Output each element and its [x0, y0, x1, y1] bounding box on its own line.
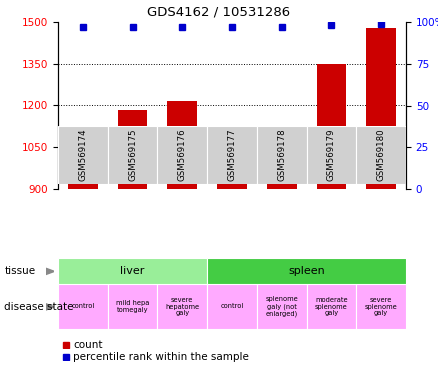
Bar [167, 101, 197, 384]
Text: disease state: disease state [4, 301, 74, 311]
Text: severe
hepatome
galy: severe hepatome galy [165, 296, 199, 316]
Text: GSM569180: GSM569180 [377, 129, 385, 181]
Bar [207, 284, 257, 329]
Text: count: count [73, 340, 103, 350]
Text: control: control [220, 303, 244, 310]
Bar [366, 28, 396, 384]
Text: liver: liver [120, 266, 145, 276]
Bar [118, 110, 148, 384]
Bar [108, 126, 157, 184]
Text: percentile rank within the sample: percentile rank within the sample [73, 352, 249, 362]
Text: severe
splenome
galy: severe splenome galy [365, 296, 398, 316]
Text: GDS4162 / 10531286: GDS4162 / 10531286 [148, 5, 290, 18]
Bar [307, 126, 356, 184]
Text: GSM569179: GSM569179 [327, 129, 336, 181]
Bar [207, 258, 406, 284]
Text: GSM569176: GSM569176 [178, 129, 187, 181]
Bar [257, 284, 307, 329]
Text: tissue: tissue [4, 266, 35, 276]
Bar [157, 284, 207, 329]
Bar [356, 284, 406, 329]
Bar [356, 126, 406, 184]
Bar [58, 284, 108, 329]
Text: GSM569177: GSM569177 [227, 129, 237, 181]
Text: GSM569174: GSM569174 [78, 129, 87, 181]
Text: spleen: spleen [288, 266, 325, 276]
Bar [317, 64, 346, 384]
Bar [207, 126, 257, 184]
Text: control: control [71, 303, 95, 310]
Polygon shape [46, 304, 54, 310]
Polygon shape [46, 268, 54, 275]
Bar [108, 284, 157, 329]
Text: mild hepa
tomegaly: mild hepa tomegaly [116, 300, 149, 313]
Bar [58, 258, 207, 284]
Bar [257, 126, 307, 184]
Bar [58, 126, 108, 184]
Text: GSM569178: GSM569178 [277, 129, 286, 181]
Text: GSM569175: GSM569175 [128, 129, 137, 181]
Text: moderate
splenome
galy: moderate splenome galy [315, 296, 348, 316]
Text: splenome
galy (not
enlarged): splenome galy (not enlarged) [265, 296, 298, 317]
Bar [68, 147, 98, 384]
Bar [307, 284, 356, 329]
Bar [217, 150, 247, 384]
Bar [267, 146, 297, 384]
Bar [157, 126, 207, 184]
